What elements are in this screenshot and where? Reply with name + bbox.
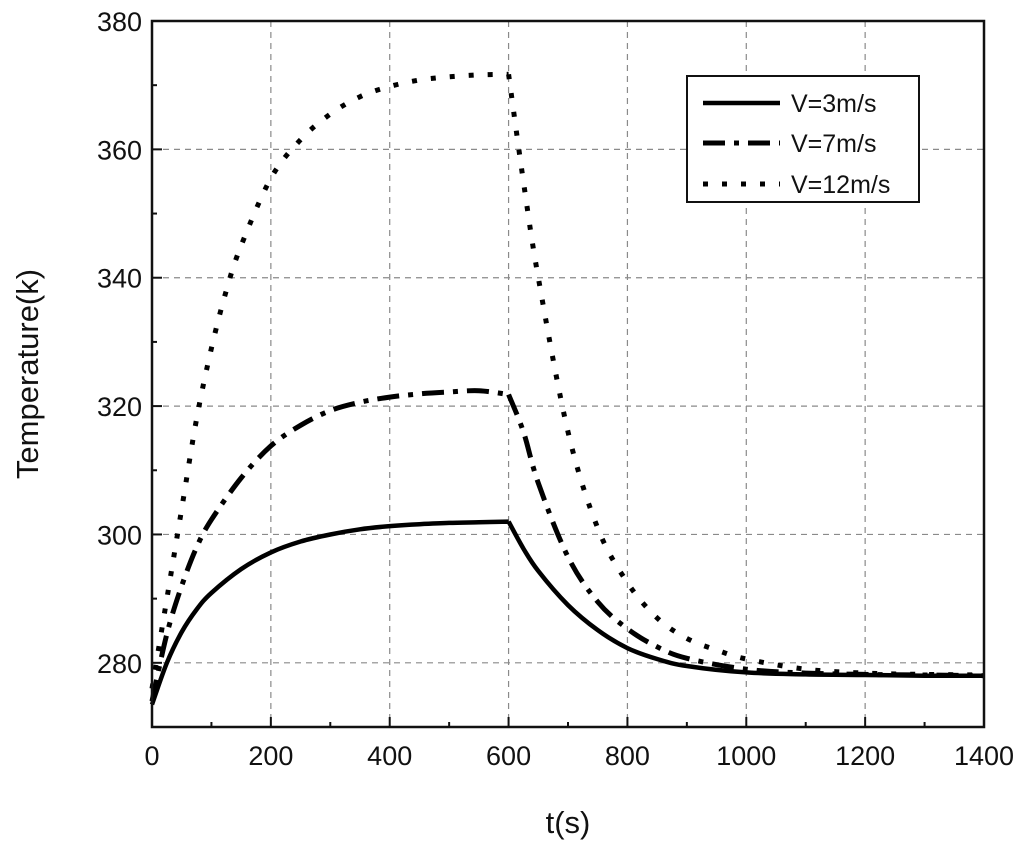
x-tick-label: 400 bbox=[367, 741, 412, 771]
x-tick-label: 1400 bbox=[954, 741, 1014, 771]
y-tick-label: 340 bbox=[97, 264, 142, 294]
y-axis-title: Temperature(k) bbox=[10, 269, 45, 479]
legend-label-3: V=12m/s bbox=[791, 171, 890, 199]
y-tick-label: 280 bbox=[97, 649, 142, 679]
y-tick-label: 320 bbox=[97, 392, 142, 422]
y-tick-label: 380 bbox=[97, 7, 142, 37]
x-axis-title: t(s) bbox=[546, 805, 591, 840]
x-tick-labels: 0 200 400 600 800 1000 1200 1400 bbox=[144, 741, 1014, 771]
y-tick-labels: 280 300 320 340 360 380 bbox=[97, 7, 142, 679]
x-tick-label: 0 bbox=[144, 741, 159, 771]
y-tick-label: 300 bbox=[97, 520, 142, 550]
legend-label-2: V=7m/s bbox=[791, 130, 876, 158]
series-line-3 bbox=[149, 71, 985, 689]
legend: V=3m/s V=7m/s V=12m/s bbox=[686, 75, 920, 203]
x-tick-label: 800 bbox=[605, 741, 650, 771]
legend-box bbox=[686, 75, 920, 203]
x-tick-label: 600 bbox=[486, 741, 531, 771]
x-tick-label: 1200 bbox=[835, 741, 895, 771]
y-tick-label: 360 bbox=[97, 135, 142, 165]
series-layer bbox=[149, 71, 985, 706]
x-tick-label: 1000 bbox=[716, 741, 776, 771]
legend-label-1: V=3m/s bbox=[791, 90, 876, 118]
series-line-2 bbox=[149, 388, 985, 702]
series-line-1 bbox=[149, 519, 985, 706]
axis-ticks bbox=[151, 20, 985, 727]
x-tick-label: 200 bbox=[248, 741, 293, 771]
